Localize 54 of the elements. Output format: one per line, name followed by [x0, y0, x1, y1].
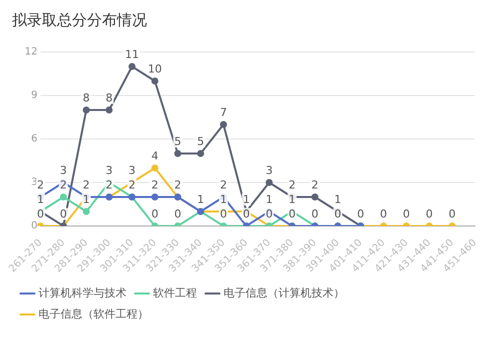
data-label: 0	[311, 207, 318, 220]
data-label: 2	[151, 178, 158, 192]
data-label: 3	[266, 164, 273, 177]
legend-label: 计算机科学与技术	[38, 286, 126, 300]
data-label: 11	[125, 48, 140, 61]
data-label: 2	[128, 178, 136, 192]
data-label: 1	[334, 192, 342, 206]
data-label: 2	[288, 178, 296, 192]
data-label: 8	[106, 91, 113, 104]
chart-title: 拟录取总分分布情况	[12, 10, 147, 29]
data-label: 1	[197, 192, 204, 206]
legend-label: 电子信息（软件工程）	[38, 307, 148, 320]
data-label: 3	[128, 164, 136, 177]
data-label: 0	[402, 207, 410, 220]
y-tick-label: 3	[31, 177, 38, 188]
data-label: 0	[174, 207, 182, 220]
data-label: 1	[288, 192, 296, 206]
data-label: 2	[37, 178, 44, 192]
data-label: 1	[37, 192, 44, 206]
data-label: 0	[426, 207, 433, 220]
data-label: 1	[242, 192, 250, 206]
y-tick-label: 0	[31, 220, 38, 232]
y-tick-label: 6	[31, 134, 38, 145]
data-label: 0	[448, 207, 456, 220]
data-label: 5	[174, 134, 182, 148]
data-label: 5	[197, 134, 204, 148]
data-label: 1	[82, 192, 90, 206]
data-label: 2	[82, 178, 90, 192]
data-label: 3	[60, 164, 67, 177]
data-label: 0	[380, 207, 388, 220]
data-label: 0	[357, 207, 364, 220]
data-label: 0	[151, 207, 158, 220]
data-label: 7	[220, 106, 227, 119]
data-label: 8	[82, 91, 90, 104]
data-label: 0	[60, 207, 67, 220]
data-label: 0	[266, 207, 273, 220]
data-label: 2	[311, 178, 318, 192]
data-label: 0	[288, 207, 296, 220]
data-label: 0	[220, 207, 227, 220]
data-label: 2	[220, 178, 227, 192]
legend-label: 电子信息（计算机技术）	[224, 286, 344, 300]
data-label: 4	[151, 149, 158, 162]
legend-label: 软件工程	[153, 286, 197, 300]
data-label: 2	[106, 178, 113, 192]
data-label: 10	[148, 62, 162, 76]
data-label: 0	[334, 207, 342, 220]
data-label: 2	[60, 178, 67, 192]
data-label: 0	[242, 207, 250, 220]
data-label: 1	[266, 192, 273, 206]
y-tick-label: 9	[31, 90, 38, 102]
y-tick-label: 12	[24, 46, 38, 58]
data-label: 3	[106, 164, 113, 177]
data-label: 2	[174, 178, 182, 192]
data-label: 1	[220, 192, 227, 206]
